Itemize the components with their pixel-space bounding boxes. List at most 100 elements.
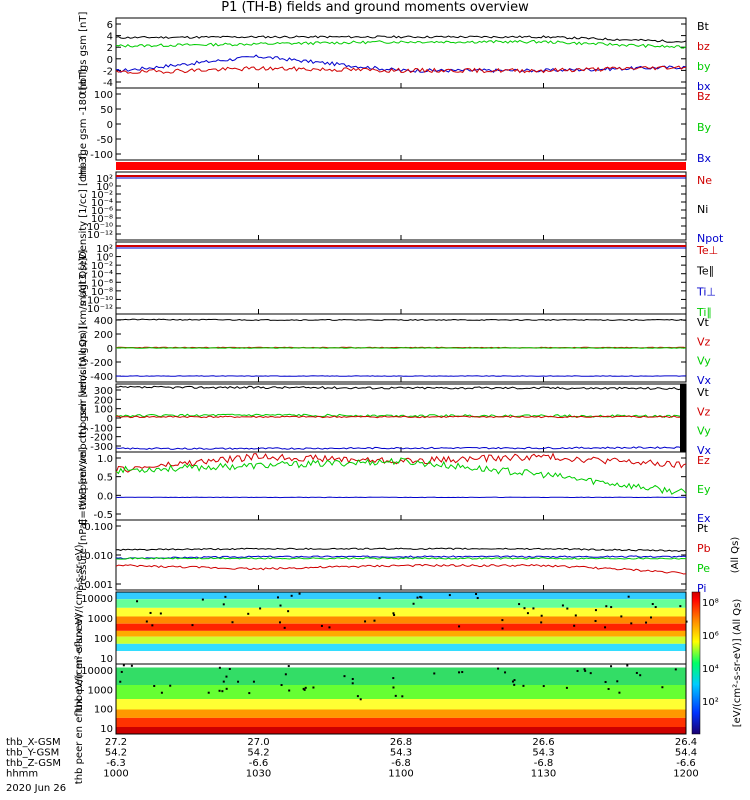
spectrogram-speck (304, 686, 307, 689)
spectrogram-speck (393, 613, 396, 616)
spectrogram-speck (359, 698, 362, 701)
legend-label: Npot (697, 232, 724, 245)
ytick-label: 100 (94, 705, 113, 716)
legend-label: Ti⊥ (696, 285, 716, 298)
spectrogram-speck (231, 621, 234, 624)
spectrogram-band (116, 607, 686, 617)
spectrogram-speck (685, 620, 688, 623)
spectrogram-speck (542, 685, 545, 688)
legend-label: Pb (697, 542, 711, 555)
spectrogram-speck (458, 625, 461, 628)
by-line (115, 39, 687, 49)
ytick-label: 10² (96, 244, 113, 255)
spectrogram-speck (630, 622, 633, 625)
Vx-line (115, 446, 687, 450)
spectrogram-speck (610, 606, 613, 609)
ytick-label: 10⁻¹⁰ (87, 295, 113, 306)
ytick-label: 10000 (81, 594, 113, 605)
spectrogram-speck (119, 680, 122, 683)
spectrogram-speck (191, 624, 194, 627)
spectrogram-speck (501, 619, 504, 622)
Pt-line (115, 547, 687, 553)
spectrogram-speck (651, 603, 654, 606)
xaxis-value: 26.4 (675, 737, 697, 748)
temp-frame (115, 241, 687, 315)
ytick-label: -100 (90, 423, 113, 434)
spectrogram-speck (649, 616, 652, 619)
spectrogram-speck (259, 607, 262, 610)
spectrogram-speck (225, 675, 228, 678)
ytick-label: 10⁻⁶ (91, 206, 113, 217)
spectrogram-speck (604, 626, 607, 629)
spectrogram-band (116, 623, 686, 631)
Vy-line (115, 413, 687, 418)
legend-label: By (697, 121, 712, 134)
plot-title: P1 (TH-B) fields and ground moments over… (221, 0, 529, 15)
legend-label: Bt (697, 20, 710, 33)
ytick-label: -50 (97, 135, 113, 146)
ytick-label: 0.5 (97, 473, 113, 484)
ytick-label: 10⁰ (96, 253, 113, 264)
legend-label: bx (697, 80, 711, 93)
spectrogram-frame (115, 663, 687, 735)
legend-label: Pt (697, 522, 709, 535)
spectrogram-speck (532, 607, 535, 610)
ylabel: thb fgs gsm [nT] (78, 12, 89, 95)
spectrogram-speck (149, 611, 152, 614)
spectrogram-speck (328, 626, 331, 629)
legend-label: Te∥ (696, 265, 714, 278)
spectrogram-speck (392, 612, 395, 615)
spectrogram-speck (237, 680, 240, 683)
legend-label: Vy (697, 425, 711, 438)
spectrogram-speck (224, 595, 227, 598)
spectrogram-speck (351, 677, 354, 680)
spectrogram-speck (604, 680, 607, 683)
Bt-line (115, 35, 687, 43)
ytick-label: 0 (107, 120, 113, 131)
spectrogram-speck (627, 595, 630, 598)
ytick-label: 300 (94, 386, 113, 397)
ytick-label: 10⁻⁴ (91, 270, 113, 281)
spectrogram-band (116, 599, 686, 608)
legend-label: Te⊥ (696, 244, 718, 257)
spectrogram-band (116, 717, 686, 727)
ytick-label: -200 (90, 358, 113, 369)
ytick-label: -2 (103, 66, 113, 77)
spectrogram-speck (513, 679, 516, 682)
ytick-label: 10 (100, 724, 113, 735)
xaxis-value: 1030 (246, 769, 271, 780)
ytick-label: 10⁻² (91, 190, 113, 201)
ef-frame (115, 451, 687, 521)
spectrogram-speck (136, 600, 139, 603)
spectrogram-speck (130, 664, 133, 667)
ylabel: thb peir velocity gsm [km/s (All Qs)] (78, 258, 89, 439)
xaxis-value: 1100 (388, 769, 413, 780)
spectrogram-speck (222, 680, 225, 683)
Ey-line (115, 457, 687, 495)
ylabel: thb peer velocity gsm [km/s (All Qs)] (78, 326, 89, 510)
legend-label: Vt (697, 316, 710, 329)
spectrogram-speck (566, 607, 569, 610)
xaxis-value: -6.8 (534, 758, 554, 769)
spectrogram-speck (501, 627, 504, 630)
ylabel: thb peer en eflux eV/(cm²-s-sr-eV) (74, 614, 85, 785)
date-label: 2020 Jun 26 (6, 783, 66, 794)
ytick-label: 10⁻² (91, 261, 113, 272)
spectrogram-speck (312, 686, 315, 689)
Pe-line (116, 557, 686, 560)
xaxis-value: 26.8 (390, 737, 412, 748)
spectrogram-speck (420, 596, 423, 599)
spectrogram-band (116, 727, 686, 734)
legend-label: Ne (697, 174, 712, 187)
spectrogram-speck (639, 674, 642, 677)
Pb-line (115, 563, 687, 575)
spectrogram-speck (610, 665, 613, 668)
ytick-label: 0 (107, 344, 113, 355)
spectrogram-speck (461, 671, 464, 674)
spectrogram-speck (618, 691, 621, 694)
spectrogram-speck (122, 664, 125, 667)
spectrogram-band (116, 685, 686, 699)
spectrogram-speck (458, 671, 461, 674)
spectrogram-speck (218, 666, 221, 669)
ytick-label: 10⁻¹² (87, 230, 113, 241)
